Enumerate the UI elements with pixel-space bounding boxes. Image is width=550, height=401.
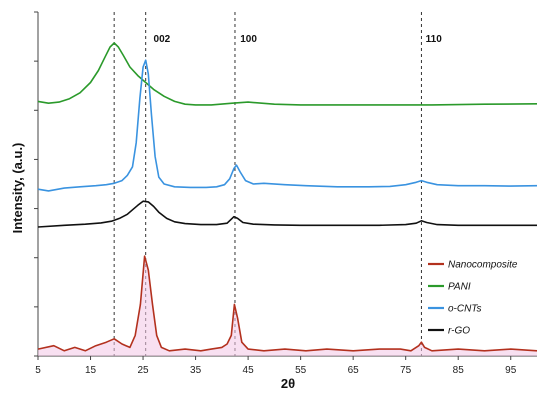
x-tick-label: 35 xyxy=(190,365,202,376)
x-tick-label: 85 xyxy=(453,365,465,376)
x-tick-label: 75 xyxy=(400,365,412,376)
x-tick-label: 15 xyxy=(85,365,97,376)
series-line-nanocomposite xyxy=(37,255,538,352)
x-axis-title: 2θ xyxy=(281,376,295,391)
x-tick-label: 95 xyxy=(505,365,517,376)
axes: 5 15 25 35 45 55 65 75 85 95 xyxy=(34,11,537,376)
peak-label: 100 xyxy=(240,34,257,45)
series-lines xyxy=(37,42,538,356)
peak-annotations: 002 100 110 xyxy=(154,34,443,45)
peak-label: 002 xyxy=(154,34,171,45)
x-tick-label: 65 xyxy=(348,365,360,376)
legend-label: o-CNTs xyxy=(448,304,482,315)
x-tick-label: 55 xyxy=(295,365,307,376)
legend-label: Nanocomposite xyxy=(448,260,518,271)
x-tick-label: 5 xyxy=(35,365,41,376)
y-axis-title: Intensity, (a.u.) xyxy=(10,143,25,234)
series-line-r-go xyxy=(37,200,537,228)
peak-label: 110 xyxy=(426,34,443,45)
x-tick-label: 25 xyxy=(137,365,149,376)
series-line-o-cnts xyxy=(37,59,538,192)
x-tick-label: 45 xyxy=(243,365,255,376)
legend: Nanocomposite PANI o-CNTs r-GO xyxy=(428,260,518,337)
legend-label: r-GO xyxy=(448,326,470,337)
series-line-pani xyxy=(37,42,538,106)
legend-label: PANI xyxy=(448,282,471,293)
